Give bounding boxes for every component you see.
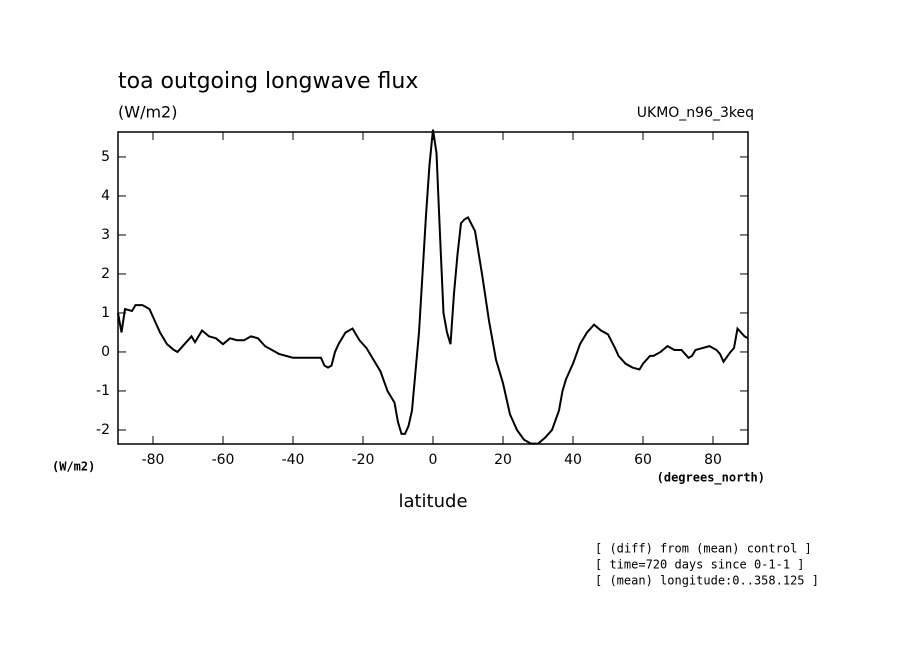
y-tick-label: 5 [101, 149, 110, 165]
x-tick-label: 20 [494, 452, 512, 468]
x-tick-label: -20 [352, 452, 375, 468]
x-tick-label: 60 [634, 452, 652, 468]
x-tick-label: 40 [564, 452, 582, 468]
y-tick-label: 4 [101, 188, 110, 204]
x-tick-label: -40 [282, 452, 305, 468]
chart-subtitle: (W/m2) [118, 103, 177, 122]
y-tick-label: 0 [101, 344, 110, 360]
y-tick-label: 1 [101, 305, 110, 321]
note: [ time=720 days since 0-1-1 ] [595, 558, 805, 572]
x-unit-label: (degrees_north) [657, 471, 765, 486]
x-tick-label: 0 [429, 452, 438, 468]
y-tick-label: -1 [96, 383, 110, 399]
y-tick-label: 2 [101, 266, 110, 282]
y-tick-label: 3 [101, 227, 110, 243]
x-tick-label: 80 [704, 452, 722, 468]
run-label: UKMO_n96_3keq [637, 105, 754, 121]
y-tick-label: -2 [96, 422, 110, 438]
y-unit-label: (W/m2) [52, 460, 95, 474]
data-line [117, 129, 749, 445]
note: [ (mean) longitude:0..358.125 ] [595, 574, 819, 588]
x-axis-label: latitude [398, 491, 467, 512]
x-tick-label: -60 [212, 452, 235, 468]
chart-title: toa outgoing longwave flux [118, 69, 418, 94]
note: [ (diff) from (mean) control ] [595, 542, 812, 556]
plot-frame [117, 131, 749, 445]
x-tick-label: -80 [142, 452, 165, 468]
